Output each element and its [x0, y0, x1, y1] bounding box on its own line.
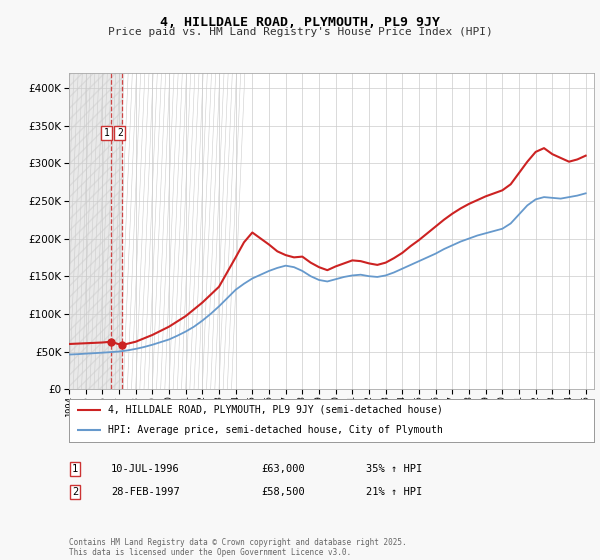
- Text: 10-JUL-1996: 10-JUL-1996: [111, 464, 180, 474]
- Text: 1: 1: [72, 464, 78, 474]
- Text: £58,500: £58,500: [261, 487, 305, 497]
- Text: 4, HILLDALE ROAD, PLYMOUTH, PL9 9JY: 4, HILLDALE ROAD, PLYMOUTH, PL9 9JY: [160, 16, 440, 29]
- Bar: [69, 73, 122, 389]
- Text: 21% ↑ HPI: 21% ↑ HPI: [366, 487, 422, 497]
- Text: 2: 2: [72, 487, 78, 497]
- Text: 35% ↑ HPI: 35% ↑ HPI: [366, 464, 422, 474]
- Text: 2: 2: [117, 128, 123, 138]
- Text: Contains HM Land Registry data © Crown copyright and database right 2025.
This d: Contains HM Land Registry data © Crown c…: [69, 538, 407, 557]
- Text: 28-FEB-1997: 28-FEB-1997: [111, 487, 180, 497]
- Text: 4, HILLDALE ROAD, PLYMOUTH, PL9 9JY (semi-detached house): 4, HILLDALE ROAD, PLYMOUTH, PL9 9JY (sem…: [109, 405, 443, 414]
- Text: £63,000: £63,000: [261, 464, 305, 474]
- Text: HPI: Average price, semi-detached house, City of Plymouth: HPI: Average price, semi-detached house,…: [109, 425, 443, 435]
- Text: Price paid vs. HM Land Registry's House Price Index (HPI): Price paid vs. HM Land Registry's House …: [107, 27, 493, 38]
- Text: 1: 1: [104, 128, 109, 138]
